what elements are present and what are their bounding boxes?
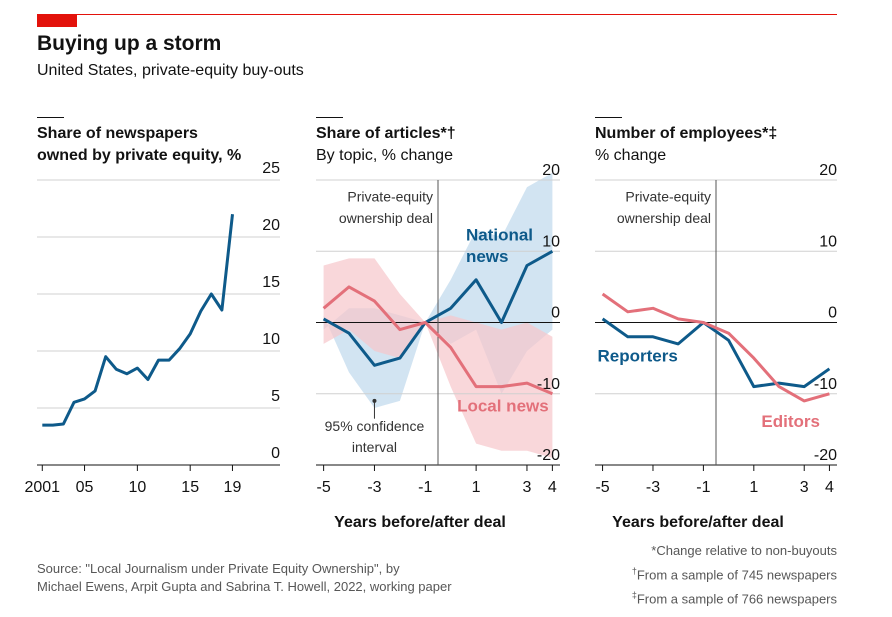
panel-3-rule <box>595 117 622 118</box>
panel-1-title-line-2: owned by private equity, % <box>37 147 242 164</box>
panel-3-title: Number of employees*‡ <box>595 123 777 145</box>
panel-2-title-line-1: Share of articles*† <box>316 125 456 142</box>
footnotes: *Change relative to non-buyouts †From a … <box>632 541 837 610</box>
p1-y-tick-label: 25 <box>262 160 280 177</box>
p1-y-tick-label: 0 <box>271 445 280 462</box>
p3-deal-annotation-line-2: ownership deal <box>617 210 711 226</box>
top-accent-line <box>37 14 837 15</box>
p1-y-tick-label: 5 <box>271 388 280 405</box>
footnote-ddagger-text: From a sample of 766 newspapers <box>636 591 837 607</box>
label-national-news-line-1: National <box>466 226 533 245</box>
p3-line-reporters <box>601 317 831 389</box>
p3-y-tick-label: -10 <box>814 376 837 393</box>
p3-y-tick-label: 0 <box>828 305 837 322</box>
p2-line-national-news <box>322 249 554 367</box>
footnote-dagger: †From a sample of 745 newspapers <box>632 561 837 585</box>
p1-y-tick-label: 15 <box>262 274 280 291</box>
footnote-change: *Change relative to non-buyouts <box>651 543 837 558</box>
panel-1-title: Share of newspapers owned by private equ… <box>37 123 241 167</box>
p1-x-tick-label: 19 <box>224 479 242 496</box>
p2-x-tick-label: 3 <box>523 479 532 496</box>
panel-2-rule <box>316 117 343 118</box>
panel-1-rule <box>37 117 64 118</box>
p3-x-tick-label: 4 <box>825 479 834 496</box>
p2-y-tick-label: 0 <box>551 305 560 322</box>
brand-tab <box>37 14 77 27</box>
ci-annotation-line-2: interval <box>352 439 397 455</box>
panel-1-title-line-1: Share of newspapers <box>37 125 198 142</box>
p2-x-tick-label: 4 <box>548 479 557 496</box>
panel-2-title: Share of articles*† <box>316 123 456 145</box>
p2-deal-annotation-line-2: ownership deal <box>339 210 433 226</box>
footnote-ddagger: ‡From a sample of 766 newspapers <box>632 585 837 609</box>
p1-y-tick-label: 10 <box>262 331 280 348</box>
p3-x-tick-label: 1 <box>749 479 758 496</box>
p2-x-tick-label: -1 <box>418 479 432 496</box>
source-line-2: Michael Ewens, Arpit Gupta and Sabrina T… <box>37 579 452 594</box>
p1-x-tick-label: 05 <box>76 479 94 496</box>
p2-x-tick-label: -5 <box>317 479 331 496</box>
p3-x-tick-label: -3 <box>646 479 660 496</box>
ci-pointer-dot <box>372 398 377 403</box>
p3-x-tick-label: -5 <box>595 479 609 496</box>
label-reporters: Reporters <box>598 347 678 366</box>
p1-x-tick-label: 10 <box>128 479 146 496</box>
p2-line-local-news <box>322 285 553 396</box>
source-note: Source: "Local Journalism under Private … <box>37 560 517 596</box>
p3-y-tick-label: 10 <box>819 233 837 250</box>
p2-y-tick-label: 10 <box>542 233 560 250</box>
label-national-news-line-2: news <box>466 247 509 266</box>
label-editors: Editors <box>761 412 820 431</box>
panel-2-subtitle: By topic, % change <box>316 147 453 164</box>
p3-x-axis-label: Years before/after deal <box>612 514 784 531</box>
p3-y-tick-label: 20 <box>819 162 837 179</box>
panel-3-subtitle: % change <box>595 147 667 164</box>
dagger-mark: † <box>631 566 637 576</box>
p2-y-tick-label: 20 <box>542 162 560 179</box>
ddagger-mark: ‡ <box>631 590 637 601</box>
p3-deal-annotation-line-1: Private-equity <box>625 188 711 204</box>
ci-annotation-line-1: 95% confidence <box>325 418 425 434</box>
p2-x-axis-label: Years before/after deal <box>334 514 506 531</box>
label-local-news: Local news <box>457 397 549 416</box>
p1-x-tick-label: 2001 <box>24 479 60 496</box>
p2-x-tick-label: -3 <box>367 479 381 496</box>
p3-x-tick-label: -1 <box>696 479 710 496</box>
footnote-dagger-text: From a sample of 745 newspapers <box>636 567 837 583</box>
panel-3-title-line-1: Number of employees*‡ <box>595 125 778 142</box>
p3-line-editors <box>601 292 830 403</box>
p1-x-tick-label: 15 <box>181 479 199 496</box>
source-line-1: Source: "Local Journalism under Private … <box>37 561 400 576</box>
chart-title: Buying up a storm <box>37 32 222 55</box>
chart-subtitle: United States, private-equity buy-outs <box>37 62 304 79</box>
p2-y-tick-label: -20 <box>537 447 560 464</box>
p3-x-tick-label: 3 <box>800 479 809 496</box>
p1-y-tick-label: 20 <box>262 217 280 234</box>
p3-y-tick-label: -20 <box>814 447 837 464</box>
p2-x-tick-label: 1 <box>472 479 481 496</box>
p1-series-line <box>42 214 234 427</box>
p2-deal-annotation-line-1: Private-equity <box>347 188 433 204</box>
